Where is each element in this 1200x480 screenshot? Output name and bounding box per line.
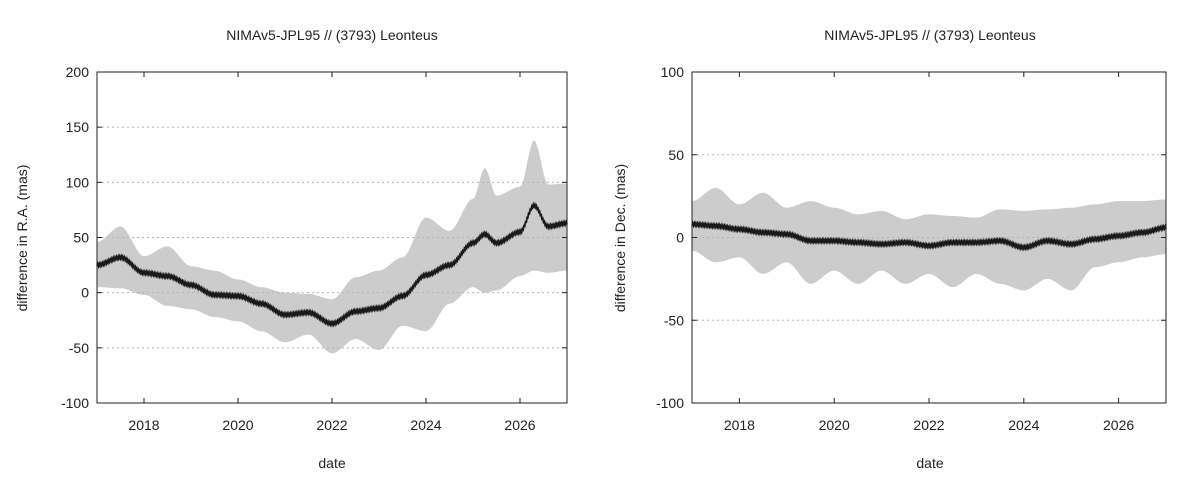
chart-panel-dec: NIMAv5-JPL95 // (3793) Leonteus date dif…	[612, 27, 1167, 471]
x-tick-label-ra: 2020	[222, 417, 253, 433]
y-tick-label-ra: -50	[69, 340, 89, 356]
y-tick-label-ra: 150	[66, 119, 90, 135]
x-axis-label-dec: date	[916, 455, 943, 471]
y-tick-label-ra: 100	[66, 174, 90, 190]
y-tick-label-dec: 100	[661, 64, 685, 80]
x-tick-label-dec: 2026	[1103, 417, 1134, 433]
uncertainty-band-ra	[97, 140, 567, 354]
x-tick-label-ra: 2026	[504, 417, 535, 433]
y-tick-label-dec: 0	[676, 230, 684, 246]
y-tick-label-dec: -100	[656, 395, 684, 411]
x-tick-label-dec: 2024	[1008, 417, 1039, 433]
x-tick-label-dec: 2020	[819, 417, 850, 433]
chart-title-dec: NIMAv5-JPL95 // (3793) Leonteus	[824, 27, 1035, 43]
x-tick-label-ra: 2024	[410, 417, 441, 433]
chart-panel-ra: NIMAv5-JPL95 // (3793) Leonteus date dif…	[14, 27, 568, 471]
y-tick-label-dec: 50	[668, 147, 684, 163]
y-tick-label-dec: -50	[664, 312, 684, 328]
y-tick-label-ra: 50	[73, 230, 89, 246]
x-tick-label-ra: 2018	[128, 417, 159, 433]
chart-title-ra: NIMAv5-JPL95 // (3793) Leonteus	[226, 27, 437, 43]
y-axis-label-dec: difference in Dec. (mas)	[612, 164, 628, 312]
y-tick-label-ra: -100	[61, 395, 89, 411]
y-tick-label-ra: 0	[81, 285, 89, 301]
uncertainty-band-dec	[692, 187, 1166, 291]
x-axis-label-ra: date	[318, 455, 345, 471]
data-line-dec	[691, 220, 1167, 252]
x-tick-label-ra: 2022	[316, 417, 347, 433]
data-line-ra	[96, 201, 568, 328]
x-tick-label-dec: 2022	[913, 417, 944, 433]
x-tick-label-dec: 2018	[724, 417, 755, 433]
y-tick-label-ra: 200	[66, 64, 90, 80]
y-axis-label-ra: difference in R.A. (mas)	[14, 165, 30, 312]
